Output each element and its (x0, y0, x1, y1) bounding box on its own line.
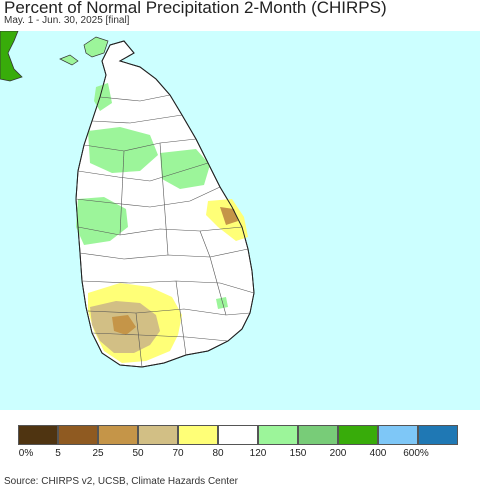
jaffna-islands (59, 36, 109, 66)
legend-tick-label: 400 (369, 448, 387, 459)
legend-swatch (138, 425, 178, 445)
green-north-region (88, 127, 158, 173)
legend-swatch (338, 425, 378, 445)
green-east-coast-strip (216, 297, 228, 309)
legend-tick-label: 0% (18, 448, 34, 459)
legend-swatch (258, 425, 298, 445)
source-credit: Source: CHIRPS v2, UCSB, Climate Hazards… (4, 476, 238, 487)
date-range-subtitle: May. 1 - Jun. 30, 2025 [final] (4, 15, 130, 26)
brown-southwest-patch (112, 315, 136, 335)
legend-swatch (178, 425, 218, 445)
legend-tick-label: 50 (132, 448, 144, 459)
legend-swatch (298, 425, 338, 445)
green-east-region (160, 149, 210, 189)
legend-swatch (418, 425, 458, 445)
legend-tick-label: 70 (172, 448, 184, 459)
legend-tick-label: 120 (249, 448, 267, 459)
legend-swatch (58, 425, 98, 445)
precipitation-map (0, 31, 480, 410)
legend-swatch (98, 425, 138, 445)
legend-tick-label: 80 (212, 448, 224, 459)
legend-bar (18, 425, 458, 445)
map-canvas (0, 31, 255, 368)
page-title: Percent of Normal Precipitation 2-Month … (4, 0, 387, 17)
legend-swatch (378, 425, 418, 445)
legend-tick-label: 600% (403, 448, 429, 459)
green-west-region (76, 197, 128, 245)
legend-tick-label: 5 (55, 448, 61, 459)
district-boundaries (75, 94, 255, 368)
legend-tick-label: 200 (329, 448, 347, 459)
sri-lanka-coastline (75, 40, 255, 368)
legend-swatch (218, 425, 258, 445)
legend-tick-label: 25 (92, 448, 104, 459)
legend-tick-label: 150 (289, 448, 307, 459)
india-landmass (0, 31, 23, 82)
brown-east-patch (220, 207, 238, 225)
legend-swatch (18, 425, 58, 445)
